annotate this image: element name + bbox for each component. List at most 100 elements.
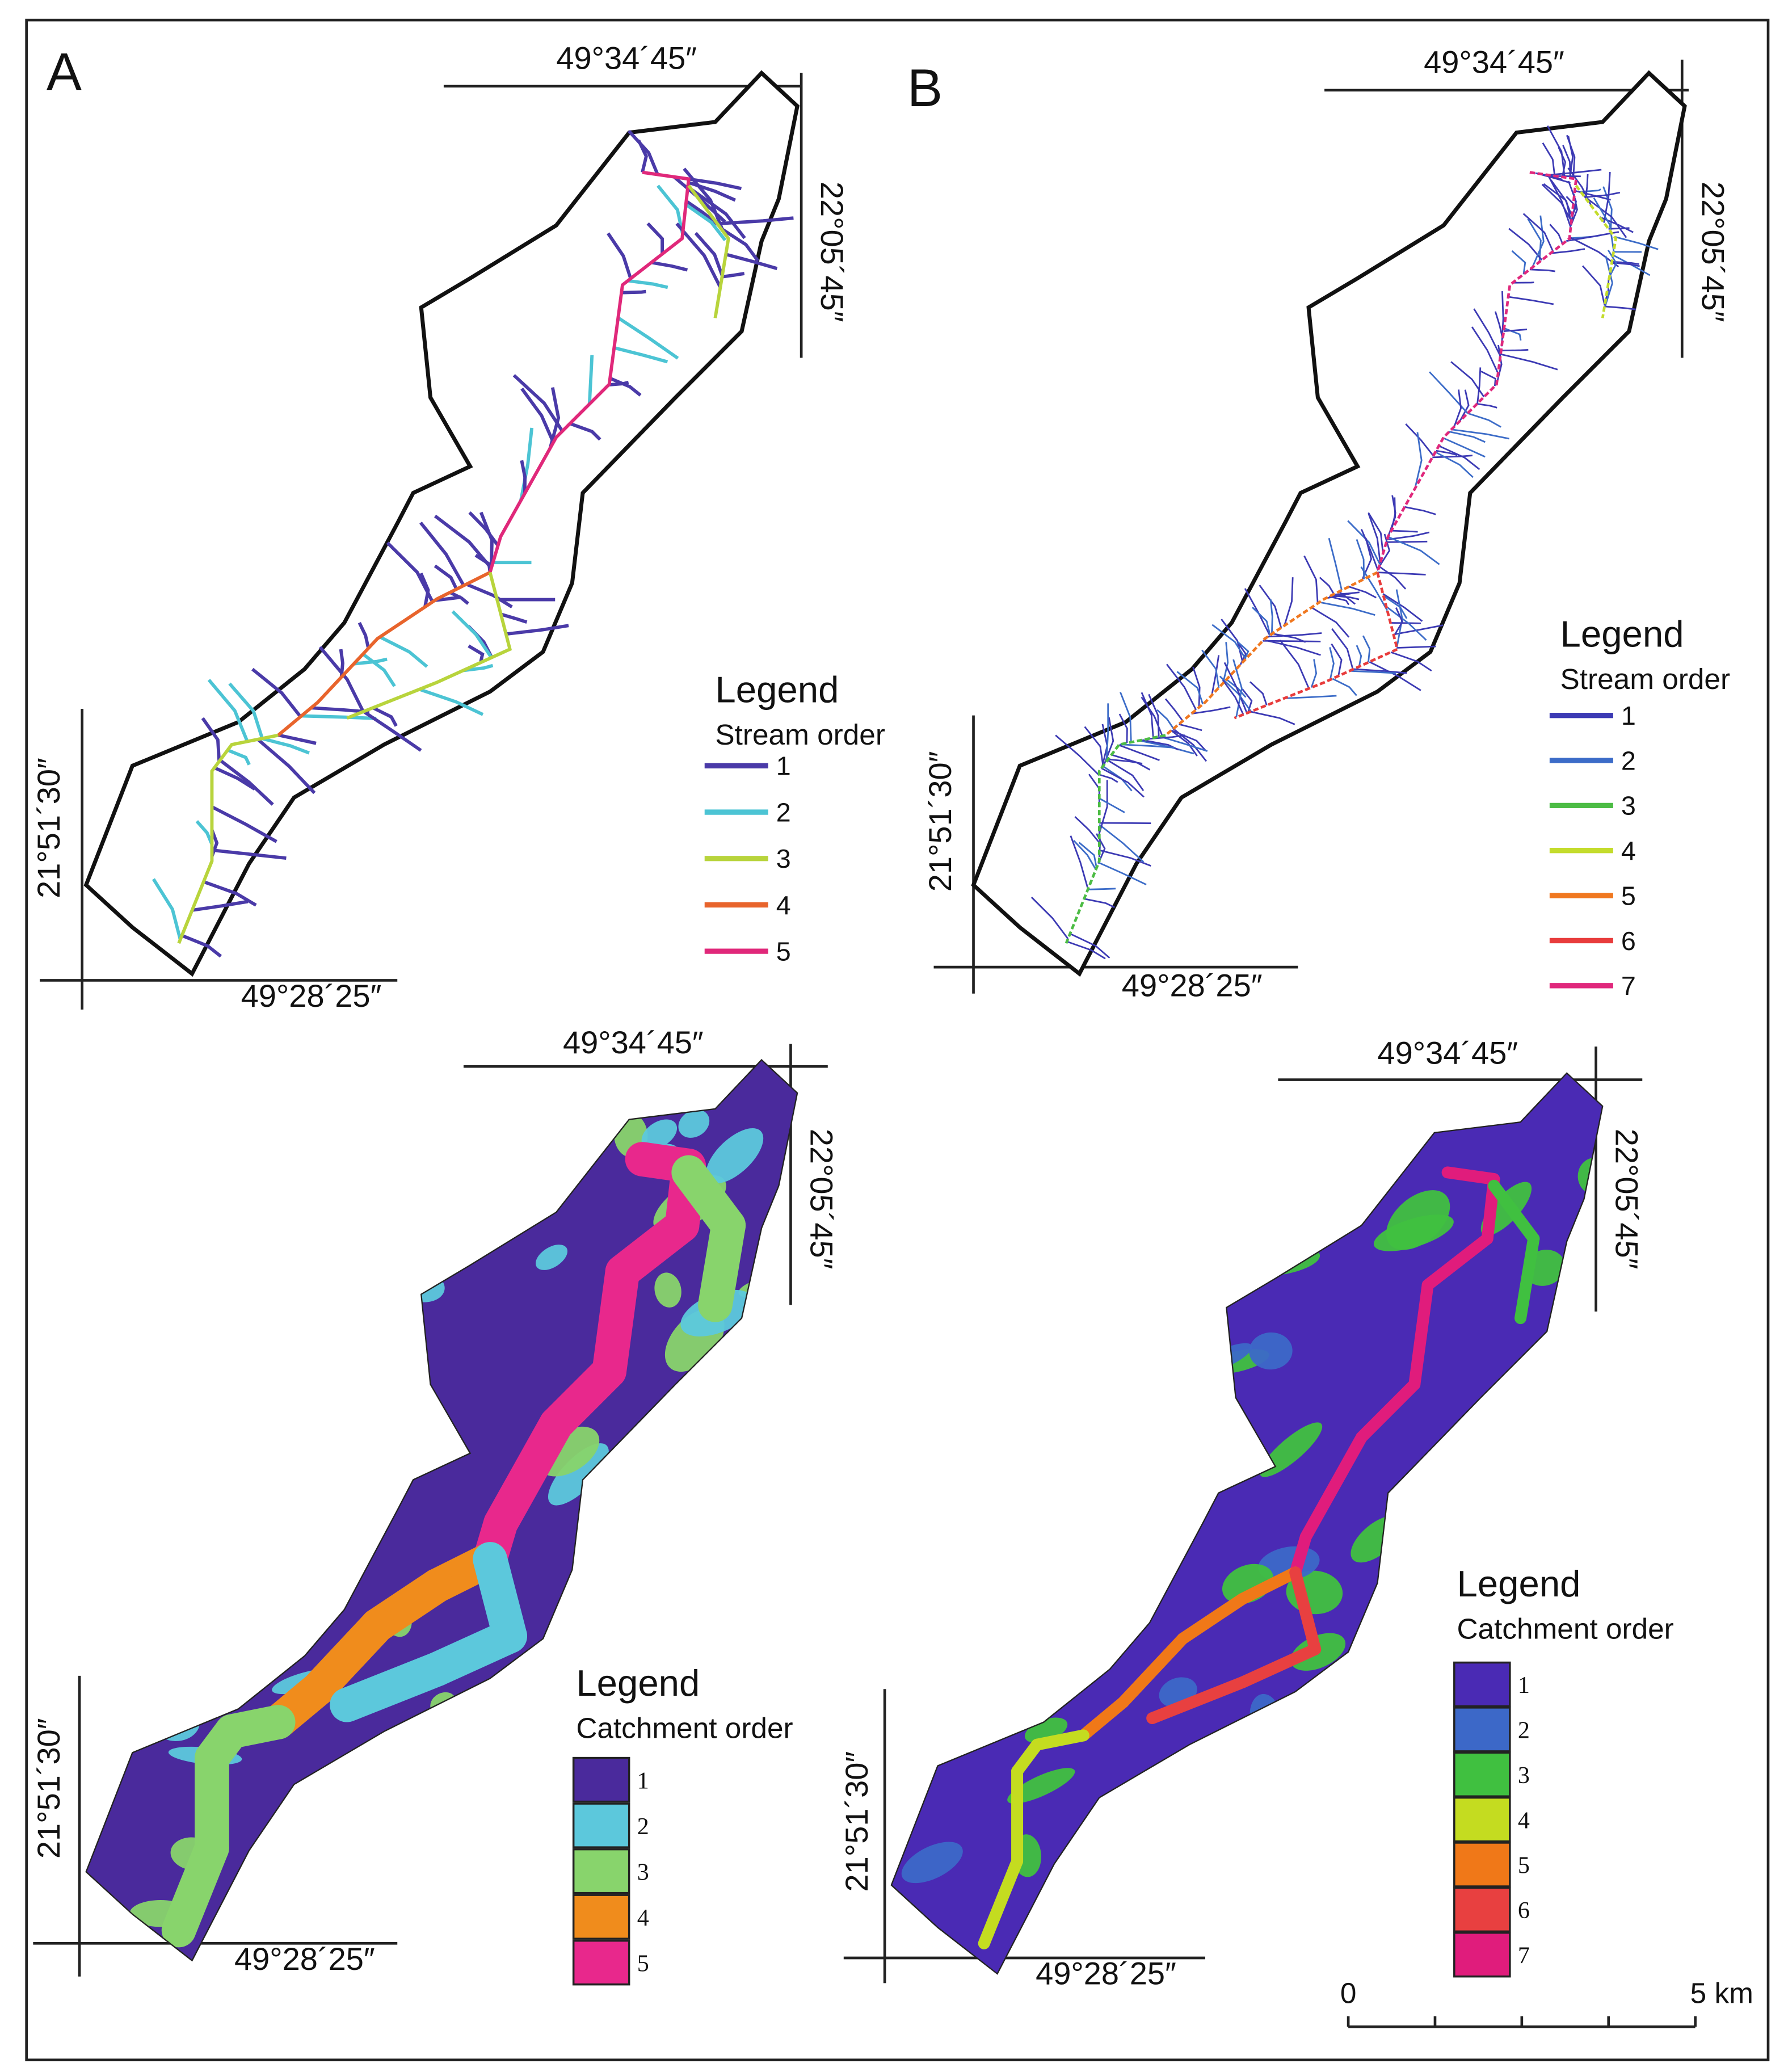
tributary xyxy=(1142,739,1179,751)
tributary xyxy=(500,612,528,624)
tributary xyxy=(1607,249,1618,278)
tributary xyxy=(251,667,302,718)
tributary xyxy=(1164,698,1184,722)
tributary xyxy=(1378,533,1391,568)
tributary xyxy=(1319,601,1375,616)
tributary xyxy=(1604,278,1610,302)
tributary xyxy=(1450,361,1485,398)
catchment xyxy=(535,1245,568,1270)
legend-swatch xyxy=(572,1939,630,1986)
tributary xyxy=(569,422,601,441)
tributary xyxy=(227,748,251,766)
tributary xyxy=(1386,606,1427,641)
tributary xyxy=(1503,329,1528,333)
coord-label: 22°05´45″ xyxy=(814,182,850,322)
tributary xyxy=(1390,622,1421,624)
tributary xyxy=(1176,671,1204,705)
main-stream xyxy=(1234,571,1399,720)
legend-subtitle: Stream order xyxy=(1560,663,1731,695)
main-stream xyxy=(488,170,691,573)
legend-label: 6 xyxy=(1621,926,1636,956)
tributary xyxy=(1442,437,1486,458)
tributary xyxy=(1332,678,1357,696)
coord-label: 49°34´45″ xyxy=(1377,1035,1518,1071)
tributary xyxy=(1377,571,1426,575)
legend-swatch xyxy=(1453,1751,1511,1798)
tributary xyxy=(1331,643,1343,676)
tributary xyxy=(1192,666,1201,708)
tributary xyxy=(1099,774,1118,783)
tributary xyxy=(1566,135,1576,179)
tributary xyxy=(1348,586,1377,599)
tributary xyxy=(617,316,679,360)
catchment xyxy=(1077,1696,1129,1742)
legend-label: 1 xyxy=(1518,1672,1530,1699)
tributary xyxy=(1548,169,1602,176)
legend-swatch xyxy=(572,1756,630,1803)
legend-title: Legend xyxy=(1457,1563,1580,1604)
tributary xyxy=(301,714,377,720)
catchment xyxy=(1289,1531,1312,1579)
tributary xyxy=(468,511,499,547)
tributary xyxy=(207,679,249,742)
coord-label: 22°05´45″ xyxy=(1609,1129,1645,1270)
tributary xyxy=(1436,449,1458,456)
tributary xyxy=(1599,216,1634,233)
tributary xyxy=(1546,125,1566,178)
legend-swatch xyxy=(1453,1931,1511,1978)
tributary xyxy=(1473,308,1501,357)
tributary xyxy=(628,279,668,289)
tributary xyxy=(1250,681,1268,706)
legend-label: 5 xyxy=(776,936,791,966)
panel-label: A xyxy=(47,42,82,102)
tributary xyxy=(192,900,249,912)
tributary xyxy=(1382,593,1423,622)
legend-subtitle: Catchment order xyxy=(1457,1613,1673,1645)
tributary xyxy=(462,663,494,673)
catchment xyxy=(1236,1566,1302,1605)
tributary xyxy=(1467,412,1501,428)
tributary xyxy=(419,522,465,587)
legend-label: 1 xyxy=(637,1768,649,1794)
tributary xyxy=(1604,305,1636,310)
tributary xyxy=(1459,389,1470,422)
tributary xyxy=(211,805,277,843)
tributary xyxy=(451,610,493,659)
tributary xyxy=(1331,594,1360,600)
tributary xyxy=(1522,213,1554,252)
tributary xyxy=(675,222,722,288)
catchment xyxy=(654,1272,681,1308)
tributary xyxy=(1120,743,1175,749)
catchment xyxy=(901,1842,963,1884)
legend-subtitle: Stream order xyxy=(715,718,885,751)
scale-label: 5 km xyxy=(1690,1977,1753,2009)
catchment xyxy=(978,1855,1024,1949)
tributary xyxy=(722,272,745,279)
tributary xyxy=(1172,728,1208,762)
tributary xyxy=(1500,353,1558,371)
tributary xyxy=(1550,179,1572,223)
tributary xyxy=(1369,661,1421,691)
coord-label: 21°51´30″ xyxy=(922,751,958,892)
legend-swatch xyxy=(1453,1661,1511,1708)
tributary xyxy=(1279,640,1310,689)
tributary xyxy=(1222,642,1229,684)
tributary xyxy=(1055,734,1100,776)
tributary xyxy=(1171,730,1198,756)
tributary xyxy=(628,129,659,175)
tributary xyxy=(1098,780,1108,834)
tributary xyxy=(203,880,257,907)
tributary xyxy=(357,621,371,649)
watershed-outline xyxy=(890,1072,1604,1975)
tributary xyxy=(212,848,287,860)
tributary xyxy=(1159,736,1208,752)
coord-label: 22°05´45″ xyxy=(1695,182,1731,322)
main-stream xyxy=(1065,734,1166,944)
tributary xyxy=(1511,250,1526,275)
tributary xyxy=(465,582,513,608)
legend-swatch xyxy=(1453,1707,1511,1752)
tributary xyxy=(646,222,664,254)
legend-label: 2 xyxy=(1518,1718,1530,1744)
